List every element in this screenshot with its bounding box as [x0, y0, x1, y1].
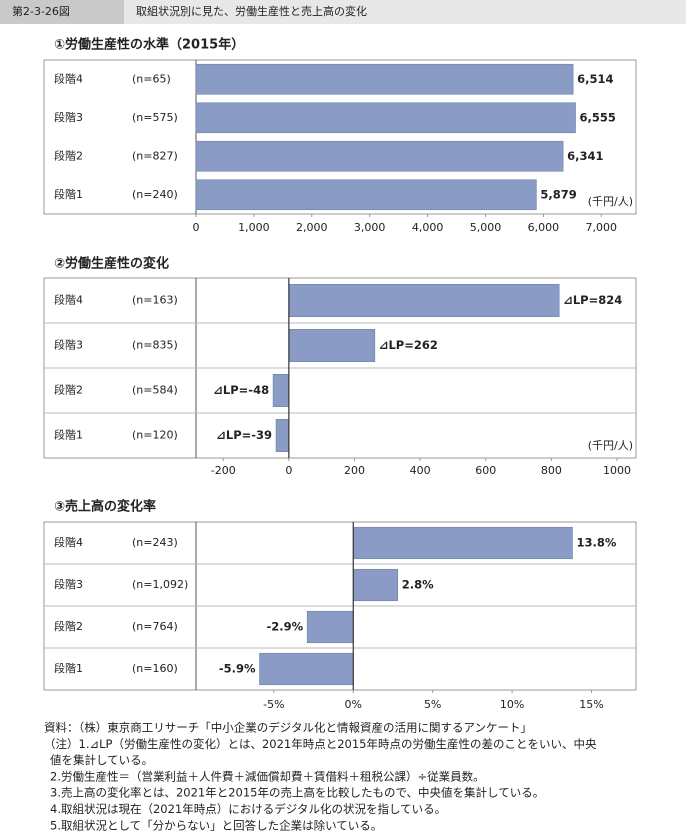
category-note: (n=163): [132, 294, 178, 307]
bar: [288, 328, 376, 362]
bar: [352, 526, 573, 560]
value-label: -5.9%: [219, 662, 256, 676]
note-line: 4.取組状況は現在（2021年時点）におけるデジタル化の状況を指している。: [50, 802, 446, 816]
bar: [195, 63, 574, 95]
bar: [259, 652, 354, 686]
figure-title: 取組状況別に見た、労働生産性と売上高の変化: [136, 4, 367, 18]
bar: [195, 102, 576, 134]
x-tick-label: 6,000: [528, 221, 560, 234]
x-tick-label: 0: [285, 464, 292, 477]
x-tick-label: -200: [211, 464, 236, 477]
unit-label: (千円/人): [588, 439, 633, 452]
note-line: 値を集計している。: [50, 753, 153, 767]
category-label: 段階2: [54, 383, 83, 397]
x-tick-label: 0: [193, 221, 200, 234]
category-label: 段階1: [54, 187, 83, 201]
value-label: 5,879: [540, 187, 576, 201]
category-label: 段階4: [54, 535, 83, 549]
category-label: 段階2: [54, 619, 83, 633]
x-tick-label: -5%: [263, 698, 284, 711]
value-label: ⊿LP=262: [379, 338, 438, 352]
x-tick-label: 5%: [424, 698, 441, 711]
category-note: (n=835): [132, 339, 178, 352]
bar: [195, 140, 564, 172]
category-note: (n=243): [132, 536, 178, 549]
note-line: 5.取組状況として「分からない」と回答した企業は除いている。: [50, 818, 382, 832]
category-note: (n=584): [132, 384, 178, 397]
chart-title: ③売上高の変化率: [54, 499, 156, 515]
value-label: ⊿LP=824: [563, 293, 622, 307]
bar: [306, 610, 354, 644]
bar: [288, 283, 560, 317]
x-tick-label: 600: [475, 464, 496, 477]
x-tick-label: 0%: [345, 698, 362, 711]
category-note: (n=575): [132, 111, 178, 124]
chart-title: ①労働生産性の水準（2015年）: [54, 37, 244, 53]
x-tick-label: 200: [344, 464, 365, 477]
chart-title: ②労働生産性の変化: [54, 256, 169, 272]
x-tick-label: 1000: [603, 464, 631, 477]
category-label: 段階2: [54, 148, 83, 162]
category-label: 段階3: [54, 338, 83, 352]
category-label: 段階3: [54, 110, 83, 124]
x-tick-label: 2,000: [296, 221, 328, 234]
x-tick-label: 5,000: [470, 221, 502, 234]
category-note: (n=1,092): [132, 578, 188, 591]
bar: [352, 568, 399, 602]
x-tick-label: 1,000: [238, 221, 270, 234]
category-note: (n=120): [132, 429, 178, 442]
category-note: (n=65): [132, 72, 171, 85]
value-label: ⊿LP=-39: [216, 428, 272, 442]
category-note: (n=827): [132, 149, 178, 162]
x-tick-label: 4,000: [412, 221, 444, 234]
category-note: (n=764): [132, 620, 178, 633]
category-label: 段階4: [54, 293, 83, 307]
header-label-bg: [0, 0, 124, 24]
value-label: ⊿LP=-48: [213, 383, 269, 397]
category-label: 段階4: [54, 71, 83, 85]
note-line: 3.売上高の変化率とは、2021年と2015年の売上高を比較したもので、中央値を…: [50, 786, 544, 800]
category-label: 段階3: [54, 577, 83, 591]
x-tick-label: 15%: [579, 698, 603, 711]
value-label: 2.8%: [402, 578, 434, 592]
plot-frame: [43, 59, 637, 215]
value-label: 6,514: [577, 72, 613, 86]
x-tick-label: 3,000: [354, 221, 386, 234]
value-label: 6,341: [567, 149, 603, 163]
category-label: 段階1: [54, 661, 83, 675]
note-line: 2.労働生産性＝（営業利益＋人件費＋減価償却費＋賃借料＋租税公課）÷従業員数。: [50, 769, 485, 783]
bar: [195, 179, 537, 211]
note-line: （注）1.⊿LP（労働生産性の変化）とは、2021年時点と2015年時点の労働生…: [44, 737, 597, 751]
x-tick-label: 400: [410, 464, 431, 477]
note-line: 資料：（株）東京商工リサーチ「中小企業のデジタル化と情報資産の活用に関するアンケ…: [44, 721, 532, 735]
bar: [275, 418, 290, 452]
x-tick-label: 10%: [500, 698, 524, 711]
unit-label: (千円/人): [588, 195, 633, 208]
bar: [272, 373, 290, 407]
category-note: (n=160): [132, 662, 178, 675]
value-label: 13.8%: [576, 536, 616, 550]
value-label: 6,555: [580, 110, 616, 124]
category-note: (n=240): [132, 188, 178, 201]
value-label: -2.9%: [267, 620, 304, 634]
category-label: 段階1: [54, 428, 83, 442]
x-tick-label: 7,000: [586, 221, 618, 234]
x-tick-label: 800: [541, 464, 562, 477]
figure-number: 第2-3-26図: [12, 4, 70, 18]
